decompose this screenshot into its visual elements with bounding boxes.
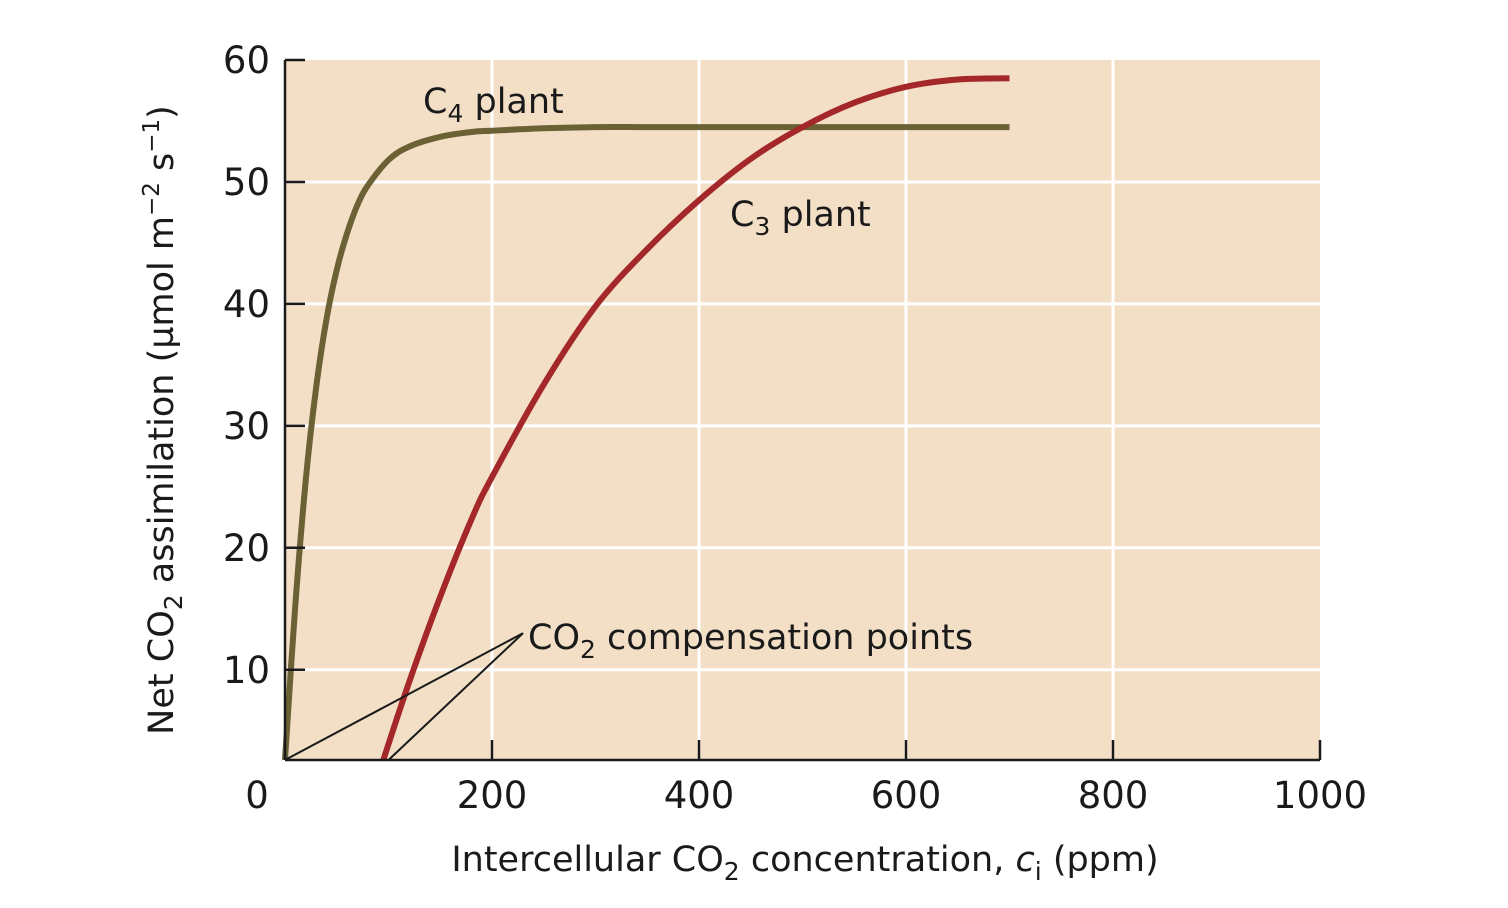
- annotation-leader-2: [387, 632, 524, 761]
- axes: [283, 58, 1322, 762]
- annotation-leader-lines: [284, 632, 524, 761]
- series-lines: [282, 75, 1010, 761]
- y-axis-title: Net CO2 assimilation (µmol m−2 s−1): [139, 105, 188, 735]
- y-tick-label-40: 40: [223, 283, 270, 326]
- x-tick-label-0: 0: [245, 774, 269, 817]
- x-tick-label-800: 800: [1078, 774, 1149, 817]
- series-label-c3: C3 plant: [730, 195, 871, 241]
- tick-labels: 0 200 400 600 800 1000 10 20 30 40 50 60: [223, 39, 1367, 817]
- annotation-compensation-points: CO2 compensation points: [528, 618, 973, 664]
- gridlines: [285, 60, 1320, 760]
- annotation-leader-1: [284, 632, 524, 761]
- x-tick-label-1000: 1000: [1273, 774, 1367, 817]
- y-tick-label-50: 50: [223, 161, 270, 204]
- y-tick-label-20: 20: [223, 527, 270, 570]
- x-axis-title: Intercellular CO2 concentration, ci (ppm…: [451, 840, 1158, 886]
- x-tick-label-600: 600: [871, 774, 942, 817]
- y-tick-label-10: 10: [223, 649, 270, 692]
- x-tick-label-200: 200: [457, 774, 528, 817]
- plot-background: [285, 60, 1320, 760]
- series-line-c3: [380, 75, 1010, 761]
- series-line-c4: [282, 124, 1010, 761]
- y-tick-label-60: 60: [223, 39, 270, 82]
- series-label-c4: C4 plant: [423, 82, 564, 128]
- x-tick-label-400: 400: [664, 774, 735, 817]
- y-tick-label-30: 30: [223, 405, 270, 448]
